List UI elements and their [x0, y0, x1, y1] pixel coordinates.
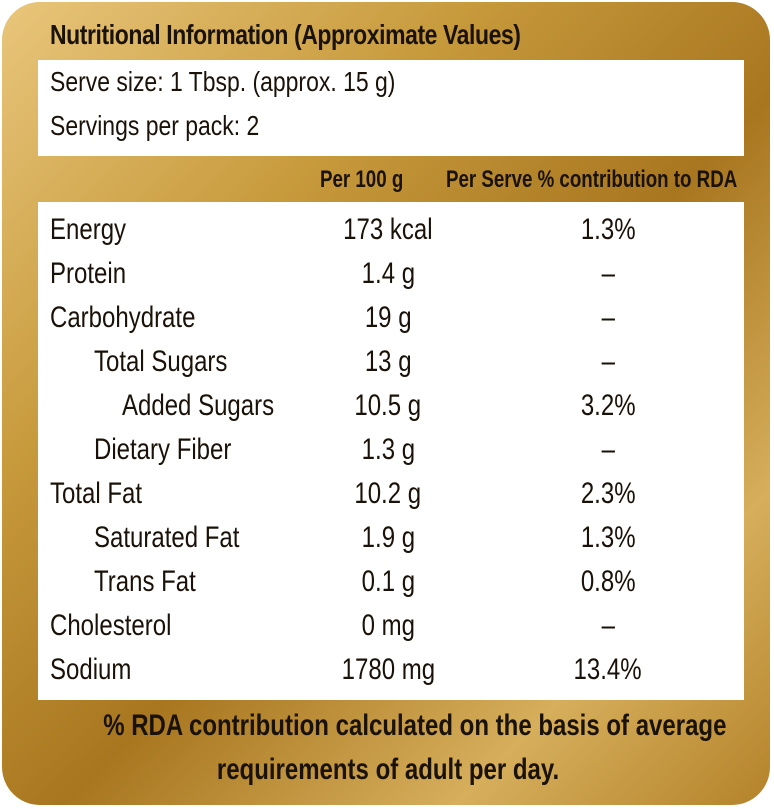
nutrient-name: Cholesterol — [50, 609, 172, 642]
rda-value: 1.3% — [580, 213, 636, 246]
label-title: Nutritional Information (Approximate Val… — [50, 19, 521, 50]
table-row: Energy 173 kcal 1.3% — [38, 208, 744, 252]
per-100g-value: 1.9 g — [361, 521, 415, 554]
nutrient-name: Total Sugars — [94, 345, 228, 378]
footnote-line-2: requirements of adult per day. — [216, 753, 560, 786]
nutrient-name: Dietary Fiber — [94, 433, 232, 466]
nutrient-name: Saturated Fat — [94, 521, 240, 554]
rda-value: 3.2% — [580, 389, 636, 422]
per-100g-value: 13 g — [364, 345, 412, 378]
per-100g-value: 1.3 g — [361, 433, 415, 466]
header-per-100g: Per 100 g — [320, 166, 404, 193]
rda-value: 13.4% — [573, 653, 643, 686]
table-row: Total Sugars 13 g – — [38, 340, 744, 384]
serve-size: Serve size: 1 Tbsp. (approx. 15 g) — [50, 66, 396, 97]
per-100g-value: 0 mg — [361, 609, 415, 642]
nutrient-name: Total Fat — [50, 477, 143, 510]
per-100g-value: 0.1 g — [361, 565, 415, 598]
rda-value: 2.3% — [580, 477, 636, 510]
table-row: Added Sugars 10.5 g 3.2% — [38, 384, 744, 428]
rda-value: – — [601, 257, 615, 290]
rda-value: 0.8% — [580, 565, 636, 598]
serving-info-box: Serve size: 1 Tbsp. (approx. 15 g) Servi… — [38, 60, 744, 156]
nutrient-name: Trans Fat — [94, 565, 196, 598]
table-row: Dietary Fiber 1.3 g – — [38, 428, 744, 472]
nutrition-table: Energy 173 kcal 1.3% Protein 1.4 g – Car… — [38, 202, 744, 700]
per-100g-value: 19 g — [364, 301, 412, 334]
rda-value: – — [601, 609, 615, 642]
table-row: Cholesterol 0 mg – — [38, 604, 744, 648]
table-row: Trans Fat 0.1 g 0.8% — [38, 560, 744, 604]
rda-footnote: % RDA contribution calculated on the bas… — [32, 704, 744, 800]
nutrient-name: Added Sugars — [122, 389, 275, 422]
per-100g-value: 1.4 g — [361, 257, 415, 290]
rda-value: 1.3% — [580, 521, 636, 554]
rda-value: – — [601, 433, 615, 466]
nutrient-name: Carbohydrate — [50, 301, 196, 334]
per-100g-value: 173 kcal — [343, 213, 433, 246]
header-per-serve-rda: Per Serve % contribution to RDA — [446, 166, 738, 193]
table-row: Total Fat 10.2 g 2.3% — [38, 472, 744, 516]
table-row: Saturated Fat 1.9 g 1.3% — [38, 516, 744, 560]
nutrient-name: Protein — [50, 257, 127, 290]
table-row: Carbohydrate 19 g – — [38, 296, 744, 340]
rda-value: – — [601, 345, 615, 378]
table-row: Sodium 1780 mg 13.4% — [38, 648, 744, 692]
nutrient-name: Energy — [50, 213, 127, 246]
table-row: Protein 1.4 g – — [38, 252, 744, 296]
nutrient-name: Sodium — [50, 653, 132, 686]
per-100g-value: 1780 mg — [341, 653, 435, 686]
per-100g-value: 10.5 g — [354, 389, 422, 422]
rda-value: – — [601, 301, 615, 334]
footnote-line-1: % RDA contribution calculated on the bas… — [103, 709, 727, 742]
per-100g-value: 10.2 g — [354, 477, 422, 510]
servings-per-pack: Servings per pack: 2 — [50, 110, 260, 141]
